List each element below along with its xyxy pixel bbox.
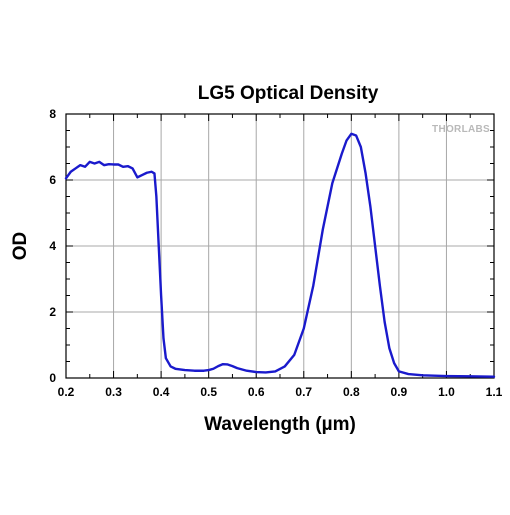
x-tick-label: 0.3: [105, 385, 122, 399]
chart-title: LG5 Optical Density: [198, 83, 379, 104]
y-tick-label: 6: [49, 173, 56, 187]
x-tick-label: 1.0: [438, 385, 455, 399]
y-tick-label: 2: [49, 305, 56, 319]
thorlabs-watermark: THORLABS: [432, 124, 490, 135]
tick-layer: [65, 113, 495, 379]
grid-layer: [66, 114, 494, 378]
tick-label-layer: 0.2 0.3 0.4 0.5 0.6 0.7 0.8 0.9 1.0 1.1 0 2 4 6 8: [49, 107, 502, 399]
y-tick-label: 8: [49, 107, 56, 121]
x-axis-label: Wavelength (µm): [204, 414, 356, 435]
y-tick-label: 4: [49, 239, 56, 253]
y-tick-label: 0: [49, 371, 56, 385]
x-tick-label: 0.6: [248, 385, 265, 399]
x-tick-label: 0.7: [295, 385, 312, 399]
x-tick-label: 0.2: [58, 385, 75, 399]
x-tick-label: 0.5: [200, 385, 217, 399]
x-tick-label: 0.4: [153, 385, 170, 399]
x-tick-label: 0.9: [391, 385, 408, 399]
x-tick-label: 0.8: [343, 385, 360, 399]
y-axis-label: OD: [10, 232, 31, 261]
x-tick-label: 1.1: [486, 385, 503, 399]
od-series-line: [64, 132, 496, 378]
